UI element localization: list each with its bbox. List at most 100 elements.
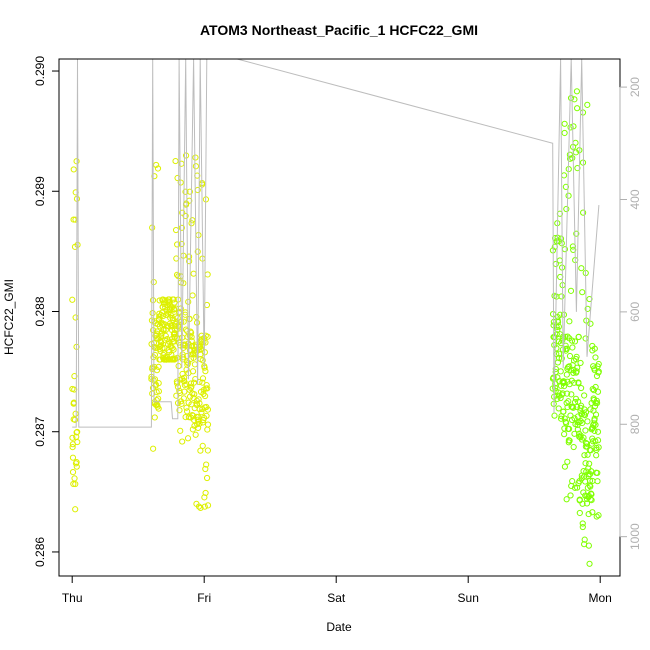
data-point [587, 483, 594, 490]
data-point [569, 478, 576, 485]
data-point [70, 166, 77, 173]
data-point [162, 332, 169, 339]
data-point [179, 438, 186, 445]
data-point [74, 241, 81, 248]
data-point [179, 370, 186, 378]
data-point [177, 179, 184, 186]
data-point [181, 374, 188, 381]
data-point [178, 400, 185, 407]
data-point [594, 388, 602, 395]
data-point [182, 212, 189, 220]
data-point [574, 164, 581, 172]
data-point [589, 509, 596, 516]
data-point [578, 402, 585, 409]
data-point [560, 172, 568, 179]
data-point [552, 365, 559, 373]
data-point [592, 421, 599, 428]
data-point [155, 388, 162, 395]
data-point [571, 430, 578, 437]
data-point [204, 426, 211, 433]
data-point [569, 243, 577, 250]
data-point [560, 311, 568, 318]
data-point [560, 408, 567, 415]
data-point [578, 436, 585, 443]
data-point [73, 459, 80, 466]
data-point [595, 512, 602, 519]
data-point [198, 409, 205, 416]
data-point [204, 502, 212, 509]
data-point [587, 406, 594, 413]
data-point [73, 158, 80, 165]
y-tick-label: 0.288 [33, 296, 47, 326]
data-point [73, 463, 80, 470]
data-point [585, 542, 592, 549]
data-point [69, 296, 76, 303]
data-point [579, 289, 586, 296]
data-point [184, 435, 192, 442]
data-point [204, 271, 211, 278]
data-point [190, 270, 197, 277]
data-point [178, 224, 185, 231]
data-point [576, 430, 583, 437]
data-point [197, 504, 204, 512]
data-point [204, 406, 212, 413]
data-point [184, 408, 191, 415]
data-point [574, 105, 581, 112]
right-tick-label: 600 [628, 302, 642, 322]
data-point [574, 364, 581, 371]
data-point [552, 384, 559, 391]
data-point [565, 425, 573, 432]
data-point [191, 391, 198, 398]
data-point [579, 159, 587, 166]
data-point [575, 333, 582, 340]
pressure-line [72, 58, 600, 428]
data-point [151, 414, 158, 421]
y-tick-label: 0.290 [33, 56, 47, 86]
data-point [150, 445, 157, 452]
data-point [183, 358, 191, 365]
data-point [204, 447, 211, 454]
data-point [578, 384, 585, 392]
data-point [566, 437, 573, 444]
data-point [582, 427, 589, 434]
data-point [581, 536, 588, 543]
data-point [160, 327, 167, 334]
data-point [594, 428, 602, 435]
y-axis: 0.286 0.287 0.288 0.289 0.290 [33, 56, 60, 567]
data-point [195, 503, 203, 510]
data-point [184, 327, 191, 335]
data-point [186, 258, 193, 265]
data-point [204, 421, 212, 428]
data-point [595, 444, 602, 451]
data-point [199, 357, 206, 364]
data-point [561, 383, 568, 390]
data-point [197, 447, 204, 454]
data-point [582, 478, 589, 485]
data-point [172, 157, 179, 165]
y-tick-label: 0.287 [33, 416, 47, 446]
data-point [72, 410, 79, 417]
data-point [567, 94, 575, 102]
data-point [69, 434, 76, 441]
data-point [201, 349, 208, 356]
data-point [155, 363, 162, 370]
data-point [158, 319, 165, 326]
data-point [584, 418, 591, 425]
data-point [583, 500, 591, 507]
data-point [588, 497, 595, 504]
data-point [570, 123, 577, 130]
data-point [579, 520, 586, 527]
data-point [202, 368, 209, 375]
data-point [555, 355, 563, 362]
data-point [592, 411, 600, 418]
data-point [571, 96, 578, 103]
data-point [555, 350, 563, 357]
data-point [573, 368, 580, 375]
data-point [564, 333, 571, 340]
data-point [555, 323, 562, 330]
data-point [581, 452, 588, 459]
data-point [553, 331, 560, 338]
data-point [192, 431, 199, 438]
data-point [196, 406, 203, 413]
data-point [595, 368, 602, 375]
